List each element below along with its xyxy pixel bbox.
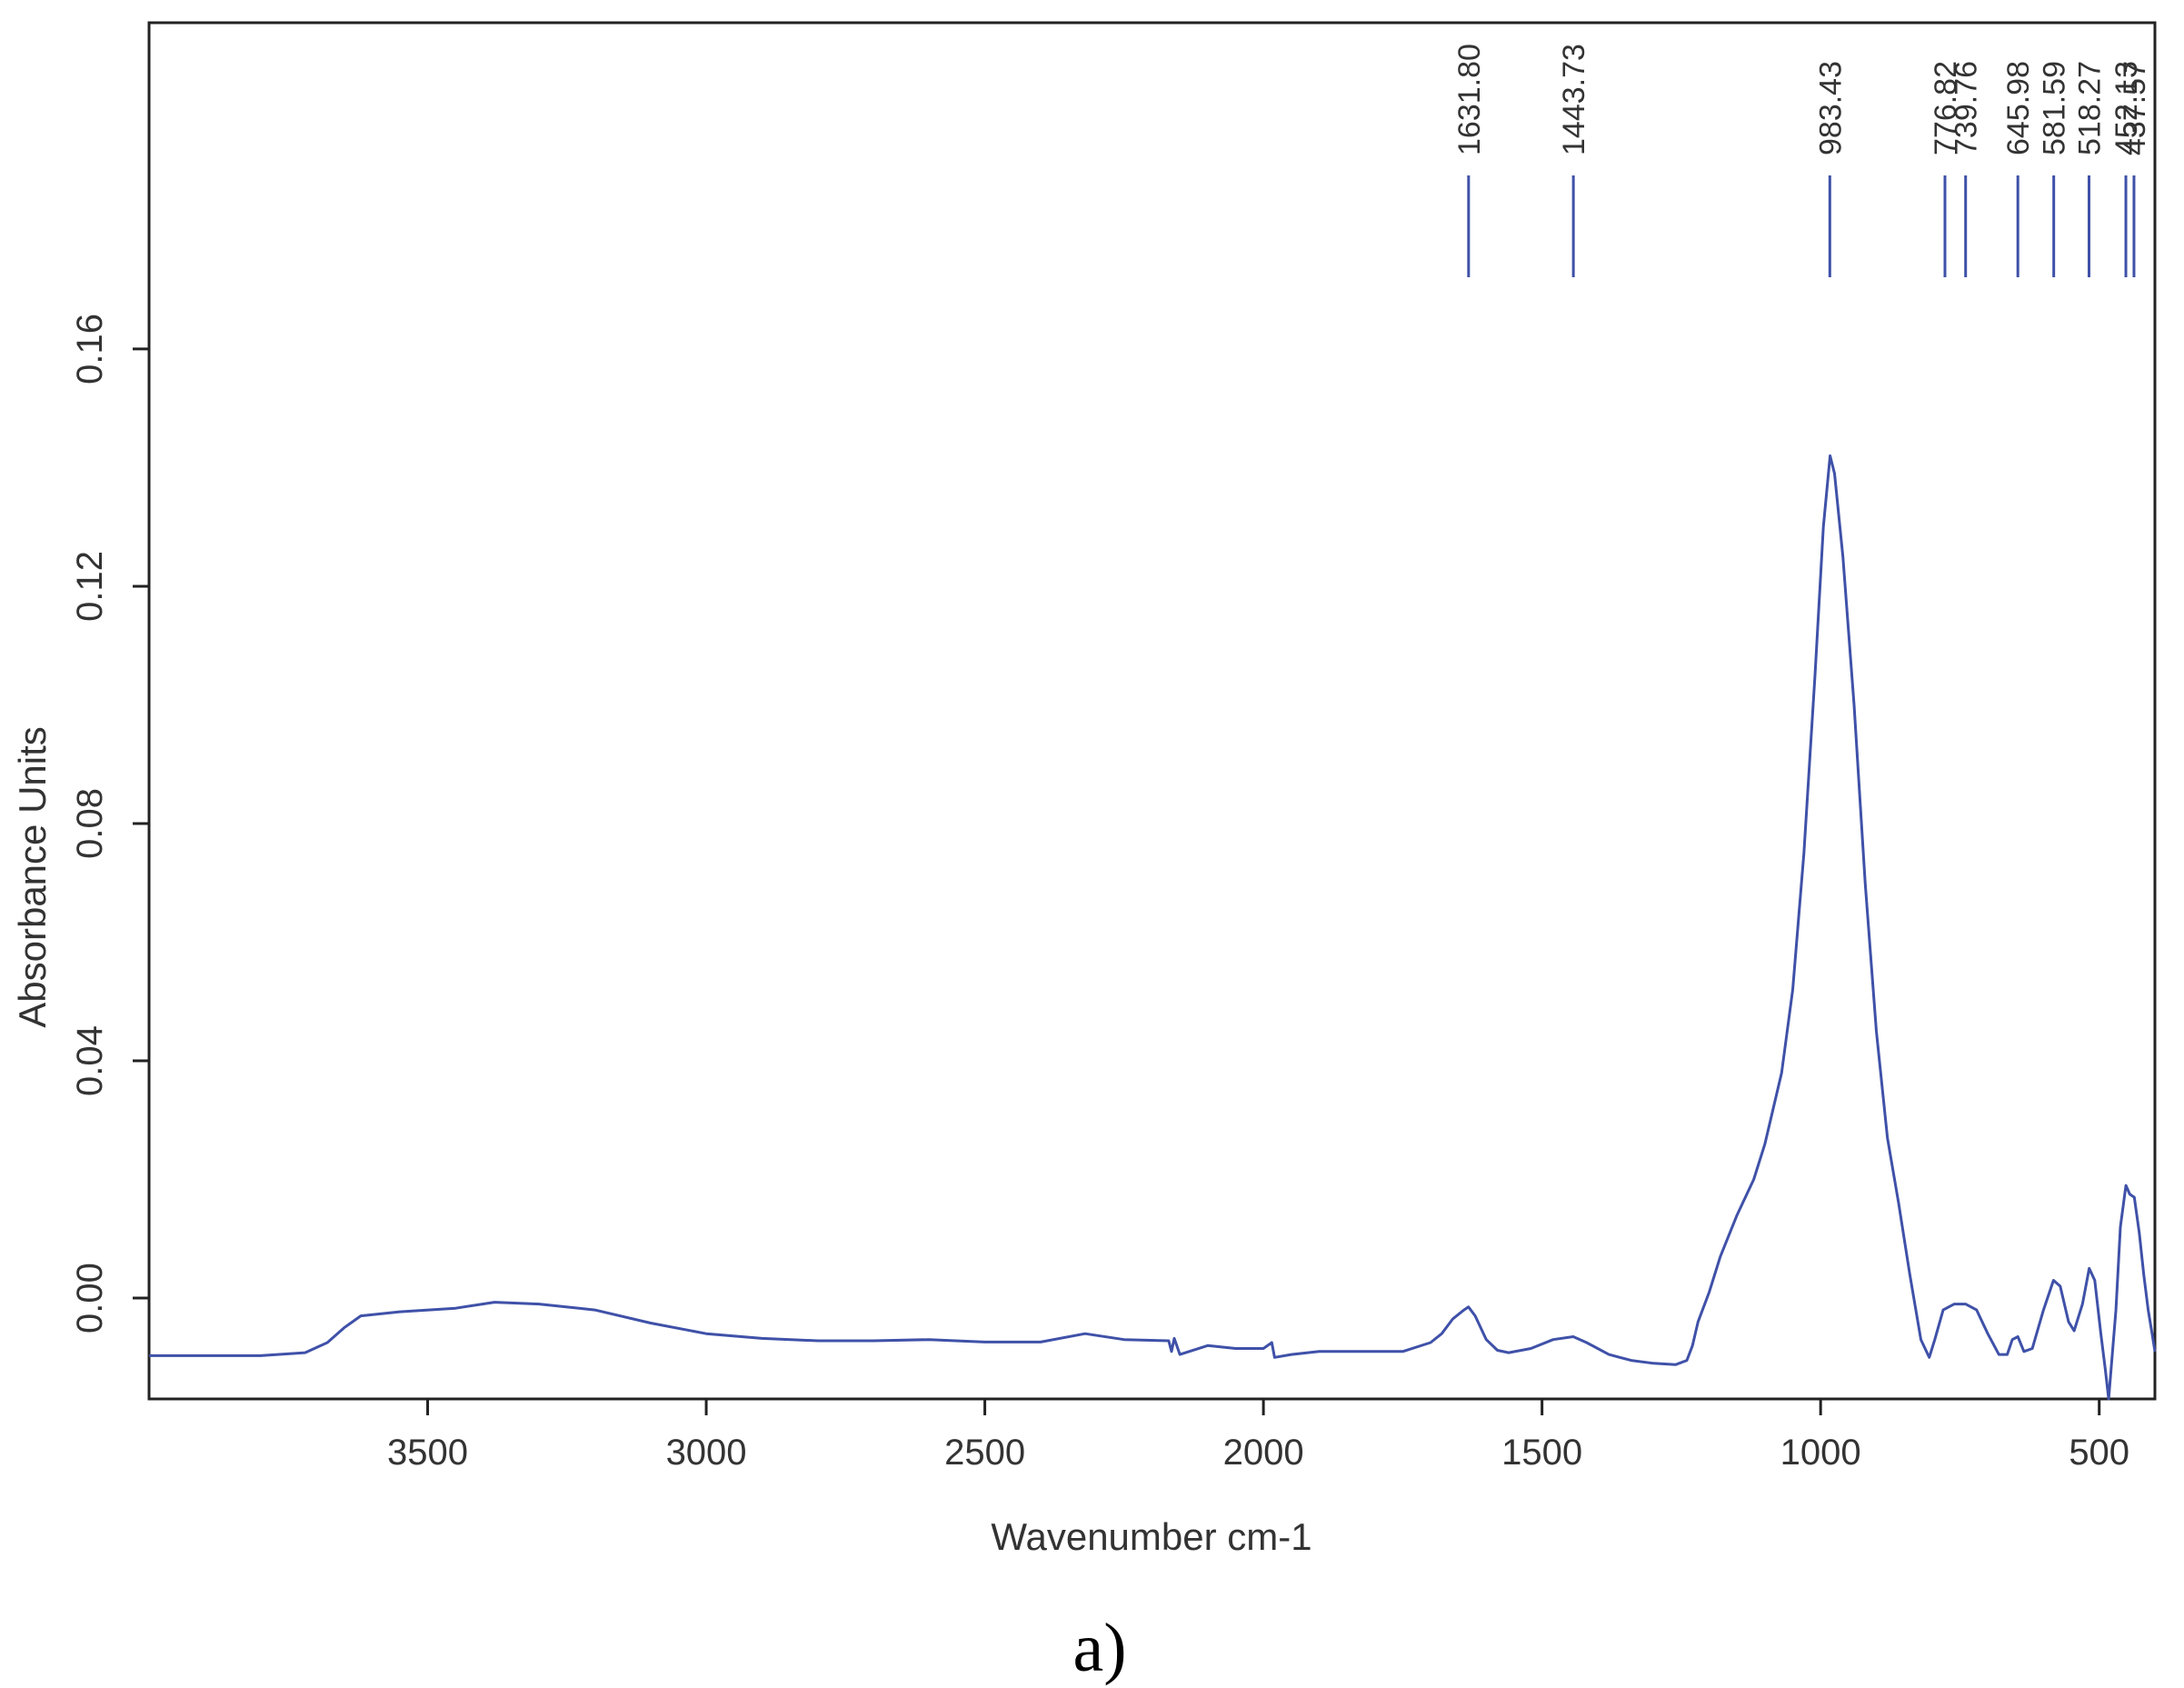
panel-label: a): [1072, 1610, 1126, 1686]
spectrum-line: [149, 454, 2157, 1401]
x-tick-label: 3500: [387, 1433, 468, 1473]
y-tick-label: 0.04: [70, 1025, 110, 1096]
y-axis: 0.00 0.04 0.08 0.12 0.16: [70, 314, 149, 1333]
y-tick-label: 0.12: [70, 551, 110, 622]
x-tick-label: 2000: [1223, 1433, 1304, 1473]
x-axis-title: Wavenumber cm-1: [991, 1515, 1311, 1558]
peak-label: 776.82: [1929, 61, 1963, 155]
x-tick-label: 1000: [1780, 1433, 1861, 1473]
peak-label: 518.27: [2072, 61, 2107, 155]
peak-label: 1443.73: [1557, 44, 1591, 155]
x-tick-label: 3000: [666, 1433, 747, 1473]
x-tick-label: 2500: [944, 1433, 1025, 1473]
peak-label: 437.57: [2118, 61, 2152, 155]
plot-frame: [147, 21, 2157, 1401]
x-tick-label: 500: [2069, 1433, 2129, 1473]
x-axis: 3500 3000 2500 2000 1500 1000 500: [387, 1399, 2129, 1473]
y-tick-label: 0.16: [70, 314, 110, 385]
peak-label: 581.59: [2038, 61, 2072, 155]
x-tick-label: 1500: [1501, 1433, 1582, 1473]
peak-label: 452.13: [2109, 61, 2144, 155]
y-axis-title: Absorbance Units: [11, 726, 54, 1028]
peak-label: 645.98: [2001, 61, 2036, 155]
y-tick-label: 0.00: [70, 1263, 110, 1333]
peak-label: 739.76: [1950, 61, 1984, 155]
peak-label: 1631.80: [1452, 44, 1487, 155]
y-tick-label: 0.08: [70, 788, 110, 859]
peak-label: 983.43: [1813, 61, 1848, 155]
